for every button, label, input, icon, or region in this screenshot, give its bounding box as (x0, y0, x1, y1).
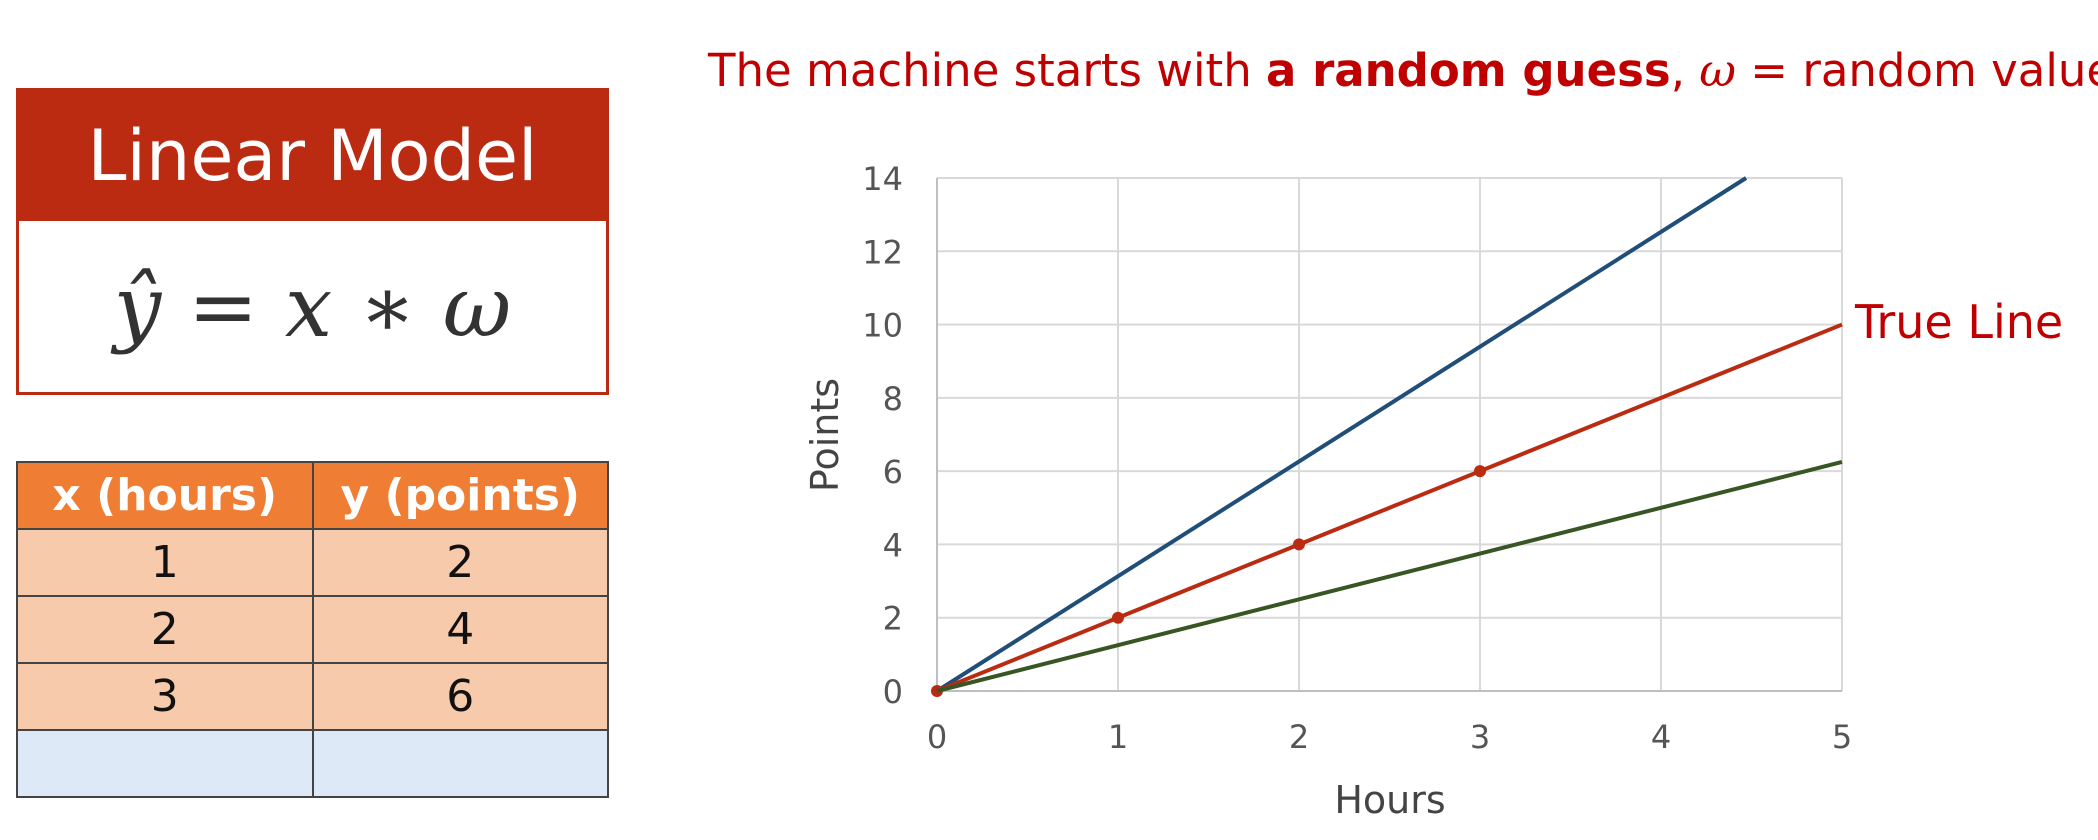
headline-end: = random value (1736, 44, 2098, 97)
table-header-row: x (hours) y (points) (16, 461, 609, 530)
y-tick-label: 10 (862, 307, 903, 345)
y-tick-label: 14 (862, 160, 903, 198)
cell-x: 3 (16, 662, 314, 731)
headline-bold: a random guess (1266, 44, 1671, 97)
data-point (1112, 611, 1124, 624)
headline-start: The machine starts with (708, 44, 1267, 97)
chart-series (931, 176, 1843, 697)
y-axis-label: Points (803, 378, 847, 492)
y-tick-label: 2 (883, 600, 903, 638)
series-line-2 (936, 460, 1843, 693)
true-line-annotation: True Line (1854, 295, 2063, 349)
y-tick-label: 0 (883, 673, 903, 711)
model-title: Linear Model (19, 91, 606, 221)
y-tick-label: 6 (883, 453, 903, 491)
y-tick-label: 4 (883, 526, 903, 564)
model-equation: ŷ = x ∗ ω (113, 257, 512, 356)
y-tick-label: 8 (883, 380, 903, 418)
x-tick-label: 5 (1832, 718, 1852, 756)
cell-y: 4 (311, 595, 609, 664)
table-row-empty (16, 729, 609, 798)
cell-y-empty (311, 729, 609, 798)
series-line-0 (935, 176, 1748, 693)
data-point (1293, 538, 1305, 551)
chart-grid (937, 177, 1843, 691)
cell-x: 1 (16, 528, 314, 597)
x-axis-label: Hours (1334, 778, 1445, 822)
cell-y: 2 (311, 528, 609, 597)
header-y: y (points) (311, 461, 609, 530)
series-line-1 (936, 322, 1843, 693)
x-tick-label: 3 (1470, 718, 1490, 756)
x-tick-label: 1 (1108, 718, 1128, 756)
omega-symbol: ω (1699, 44, 1736, 97)
headline: The machine starts with a random guess, … (708, 44, 2098, 97)
y-tick-label: 12 (862, 233, 903, 271)
cell-x: 2 (16, 595, 314, 664)
data-point (1474, 465, 1486, 478)
data-table: x (hours) y (points) 1 2 2 4 3 6 (16, 461, 609, 798)
table-row: 3 6 (16, 662, 609, 731)
table-row: 1 2 (16, 528, 609, 597)
linear-model-box: Linear Model ŷ = x ∗ ω (16, 88, 609, 395)
cell-y: 6 (311, 662, 609, 731)
table-row: 2 4 (16, 595, 609, 664)
x-tick-label: 0 (927, 718, 947, 756)
header-x: x (hours) (16, 461, 314, 530)
cell-x-empty (16, 729, 314, 798)
chart-axes (936, 178, 1842, 692)
headline-comma: , (1670, 44, 1700, 97)
x-tick-label: 2 (1289, 718, 1309, 756)
x-tick-label: 4 (1651, 718, 1671, 756)
